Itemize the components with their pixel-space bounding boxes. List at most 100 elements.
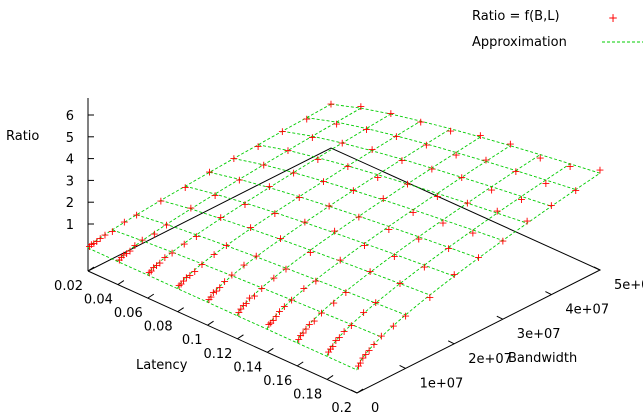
ratio-point: +: [250, 290, 259, 303]
ratio-point: +: [229, 152, 238, 165]
legend-label-approximation: Approximation: [472, 35, 567, 50]
ratio-point: +: [457, 171, 466, 184]
ratio-point: +: [212, 285, 221, 298]
ratio-point: +: [205, 166, 214, 179]
x-tick-label: 0.02: [54, 279, 83, 294]
ratio-point: +: [336, 254, 345, 267]
ratio-point: +: [547, 199, 556, 212]
ratio-point: +: [326, 342, 335, 355]
z-tick-label: 2: [66, 196, 74, 211]
ratio-point: +: [138, 234, 147, 247]
ratio-point: +: [305, 318, 314, 331]
ratio-point: +: [245, 292, 254, 305]
x-tick-mark: [237, 334, 244, 340]
ratio-point: +: [487, 183, 496, 196]
ratio-point: +: [162, 219, 171, 232]
ratio-point: +: [147, 264, 156, 277]
ratio-point: +: [420, 260, 429, 273]
ratio-point: +: [571, 184, 580, 197]
ratio-point: +: [270, 207, 279, 220]
legend-marker-ratio: +: [608, 11, 618, 25]
ratio-point: +: [358, 351, 367, 364]
ratio-point: +: [120, 215, 129, 228]
ratio-point: +: [395, 277, 404, 290]
mesh-line-latency: [356, 172, 601, 371]
ratio-point: +: [185, 269, 194, 282]
ratio-point: +: [361, 348, 370, 361]
ratio-point: +: [85, 240, 94, 253]
ratio-point: +: [365, 265, 374, 278]
z-tick-label: 4: [66, 153, 74, 168]
ratio-point: +: [498, 235, 507, 248]
ratio-point: +: [280, 300, 289, 313]
ratio-point: +: [422, 139, 431, 152]
ratio-point: +: [215, 281, 224, 294]
ratio-point: +: [397, 154, 406, 167]
ratio-point: +: [408, 206, 417, 219]
ratio-point: +: [117, 251, 126, 264]
tick-labels: 1 2 3 4 5 6 0.020.040.060.08 0.10.120.140.160.1…: [54, 109, 643, 416]
ratio-point: +: [302, 113, 311, 126]
ratio-point: +: [354, 210, 363, 223]
ratio-point: +: [313, 153, 322, 166]
ratio-point: +: [181, 181, 190, 194]
ratio-point: +: [156, 195, 165, 208]
mesh-line-latency: [236, 136, 481, 316]
y-tick-mark: [399, 364, 406, 369]
mesh-line-bandwidth: [209, 171, 479, 259]
ratio-point: +: [204, 293, 213, 306]
mesh-line-bandwidth: [258, 144, 528, 224]
ratio-point: +: [359, 306, 368, 319]
ratio-point: +: [311, 275, 320, 288]
ratio-point: +: [324, 346, 333, 359]
x-tick-mark: [147, 293, 155, 299]
ratio-point: +: [369, 338, 378, 351]
ratio-point: +: [96, 232, 105, 245]
x-tick-mark: [117, 280, 125, 285]
ratio-point: +: [331, 334, 340, 347]
ratio-point: +: [517, 193, 526, 206]
mesh-line-bandwidth: [160, 199, 431, 296]
ratio-point: +: [182, 271, 191, 284]
ratio-point: +: [511, 165, 520, 178]
ratio-point: +: [125, 245, 134, 258]
ratio-point: +: [451, 149, 460, 162]
y-tick-mark: [350, 389, 358, 394]
x-tick-mark: [207, 320, 214, 326]
y-tick-label: 3e+07: [517, 327, 561, 342]
ratio-point: +: [266, 316, 275, 329]
ratio-point: +: [179, 275, 188, 288]
ratio-point: +: [301, 323, 310, 336]
mesh-line-latency: [177, 120, 421, 289]
y-tick-label: 4e+07: [565, 303, 609, 318]
x-tick-label: 0.2: [331, 401, 352, 416]
ratio-point: +: [386, 107, 395, 120]
ratio-point: +: [401, 309, 410, 322]
ratio-point: +: [149, 261, 158, 274]
ratio-point: +: [364, 344, 373, 357]
ratio-point: +: [192, 230, 201, 243]
x-tick-label: 0.16: [263, 374, 292, 389]
ratio-point: +: [252, 249, 261, 262]
mesh-line-bandwidth: [185, 185, 455, 277]
ratio-point: +: [326, 98, 335, 111]
ratio-point: +: [283, 144, 292, 157]
y-tick-label: 1e+07: [420, 376, 464, 391]
ratio-point: +: [389, 319, 398, 332]
ratio-point: +: [341, 286, 350, 299]
ratio-point: +: [289, 167, 298, 180]
z-tick-label: 3: [66, 174, 74, 189]
ratio-point: +: [160, 251, 169, 264]
ratio-point: +: [122, 247, 131, 260]
x-tick-label: 0.06: [114, 306, 143, 321]
ratio-point: +: [210, 189, 219, 202]
ratio-point: +: [100, 229, 109, 242]
mesh-line-bandwidth: [330, 103, 601, 174]
ratio-point: +: [329, 296, 338, 309]
ratio-point: +: [287, 293, 296, 306]
ratio-point: +: [565, 160, 574, 173]
ratio-point: +: [222, 239, 231, 252]
ratio-point: +: [493, 205, 502, 218]
ratio-point: +: [541, 177, 550, 190]
ratio-point: +: [595, 164, 604, 177]
